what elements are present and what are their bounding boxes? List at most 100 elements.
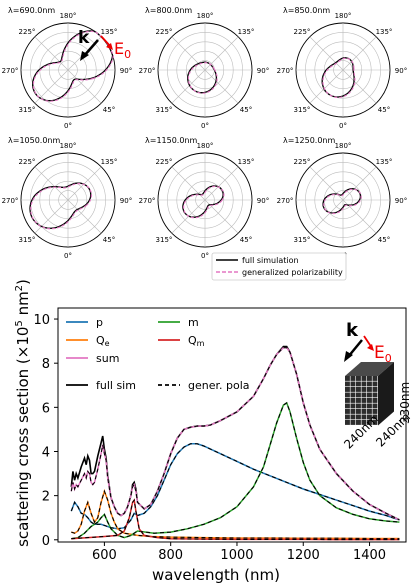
- cube-voxel: [350, 403, 356, 409]
- polar-curve-full: [321, 57, 355, 98]
- spectrum-k-label: k: [346, 320, 359, 341]
- cube-voxel: [356, 403, 361, 409]
- polar-angle-tick: 270°: [2, 67, 19, 75]
- polar-angle-tick: 135°: [238, 28, 255, 36]
- polar-angle-tick: 45°: [103, 236, 115, 244]
- polar-spoke: [171, 69, 206, 104]
- polar-angle-tick: 90°: [120, 67, 132, 75]
- cube-voxel: [361, 376, 367, 381]
- spectrum-plot: 600 800 1000 1200 1400 0 2 4 6 8 10 wavelength (nm)…: [14, 279, 413, 584]
- polar-angle-tick: 90°: [257, 197, 269, 205]
- polar-title-3: λ=850.0nm: [283, 6, 330, 15]
- cube-voxel: [345, 381, 350, 387]
- dim-label-z: 330nm: [398, 382, 412, 424]
- polar-angle-tick: 315°: [294, 106, 311, 114]
- polar-angle-tick: 180°: [60, 142, 77, 150]
- polar-angle-tick: 135°: [238, 158, 255, 166]
- polar-title-1: λ=690.0nm: [8, 6, 55, 15]
- polar-angle-tick: 135°: [376, 158, 393, 166]
- cube-voxel: [356, 381, 361, 387]
- polar-angle-tick: 90°: [257, 67, 269, 75]
- x-tick-label: 1200: [287, 548, 320, 563]
- cube-voxel: [372, 409, 378, 414]
- polar-curve-model: [32, 30, 114, 102]
- cube-voxel: [345, 414, 350, 420]
- legend-label-sum: sum: [96, 352, 119, 365]
- cube-top: [345, 362, 394, 376]
- polar-angle-tick: 225°: [19, 28, 36, 36]
- polar-angle-tick: 180°: [197, 12, 214, 20]
- polar-angle-tick: 270°: [139, 197, 156, 205]
- cube-voxel: [361, 409, 367, 414]
- polar-spoke: [309, 69, 344, 104]
- polar-spoke: [34, 199, 69, 234]
- cube-voxel: [356, 414, 361, 420]
- polar-curve-model: [187, 62, 218, 94]
- cube-voxel: [372, 392, 378, 398]
- polar-spoke: [34, 166, 69, 201]
- polar-angle-tick: 180°: [197, 142, 214, 150]
- cube-voxel: [361, 398, 367, 403]
- series-m: [71, 401, 400, 540]
- polar-title-6: λ=1250.0nm: [283, 136, 336, 145]
- cube-voxel: [345, 403, 350, 409]
- polar-panel-1: λ=690.0nm 0° 45° 90° 135° 180° 225° 270° 315°: [2, 6, 133, 130]
- polar-title-4: λ=1050.0nm: [8, 136, 61, 145]
- cube-voxel: [350, 387, 356, 392]
- legend-label-p: p: [96, 316, 103, 329]
- spectrum-e-arrowhead: [367, 344, 374, 351]
- polar-angle-tick: 225°: [19, 158, 36, 166]
- polar-angle-tick: 225°: [156, 158, 173, 166]
- cube-voxel: [367, 381, 372, 387]
- polar-legend-full: full simulation: [242, 256, 299, 265]
- polar-spoke: [309, 199, 344, 234]
- cube-voxel: [345, 420, 350, 425]
- polar-curve-full: [32, 30, 114, 102]
- polar-angle-tick: 45°: [240, 106, 252, 114]
- cube-voxel: [372, 414, 378, 420]
- polar-angle-tick: 90°: [120, 197, 132, 205]
- polar-spoke: [342, 36, 377, 71]
- polar-curve-model: [183, 185, 225, 219]
- polar-angle-tick: 135°: [101, 158, 118, 166]
- polar-angle-tick: 45°: [378, 236, 390, 244]
- polar-annotation: k E0: [78, 28, 131, 61]
- spectrum-k-arrowhead: [344, 351, 353, 362]
- cube-voxel: [367, 392, 372, 398]
- cube-voxel: [372, 398, 378, 403]
- cube-voxel: [345, 409, 350, 414]
- polar-angle-tick: 270°: [2, 197, 19, 205]
- cube-voxel: [367, 403, 372, 409]
- polar-angle-tick: 270°: [277, 67, 294, 75]
- polar-e-label: E0: [114, 39, 131, 61]
- series-sum-gen-pola: [70, 347, 400, 521]
- cube-voxel: [350, 376, 356, 381]
- cube-voxel: [372, 387, 378, 392]
- polar-angle-tick: 90°: [395, 197, 407, 205]
- series-Qm-gen-pola: [71, 498, 400, 541]
- polar-angle-tick: 0°: [201, 252, 209, 260]
- cube-voxel: [367, 398, 372, 403]
- cube-voxel: [372, 420, 378, 425]
- cube-voxel: [372, 403, 378, 409]
- cube-voxel: [356, 409, 361, 414]
- polar-spoke: [342, 69, 377, 104]
- polar-angle-tick: 315°: [156, 236, 173, 244]
- polar-spoke: [204, 166, 239, 201]
- cube-voxel: [356, 387, 361, 392]
- polar-panels: λ=690.0nm 0° 45° 90° 135° 180° 225° 270° 315° λ=8…: [2, 6, 408, 260]
- cube-voxel: [345, 387, 350, 392]
- y-tick-label: 4: [42, 445, 50, 460]
- polar-curve-full: [187, 61, 218, 94]
- y-tick-label: 0: [42, 534, 50, 549]
- y-tick-label: 2: [42, 490, 50, 505]
- polar-angle-tick: 135°: [376, 28, 393, 36]
- polar-panel-4: λ=1050.0nm 0° 45° 90° 135° 180° 225° 270° 315°: [2, 136, 133, 260]
- cube-voxel: [372, 376, 378, 381]
- cube-voxel: [345, 392, 350, 398]
- polar-angle-tick: 315°: [156, 106, 173, 114]
- plot-frame: [57, 307, 407, 543]
- polar-angle-tick: 180°: [60, 12, 77, 20]
- polar-spoke: [34, 36, 69, 71]
